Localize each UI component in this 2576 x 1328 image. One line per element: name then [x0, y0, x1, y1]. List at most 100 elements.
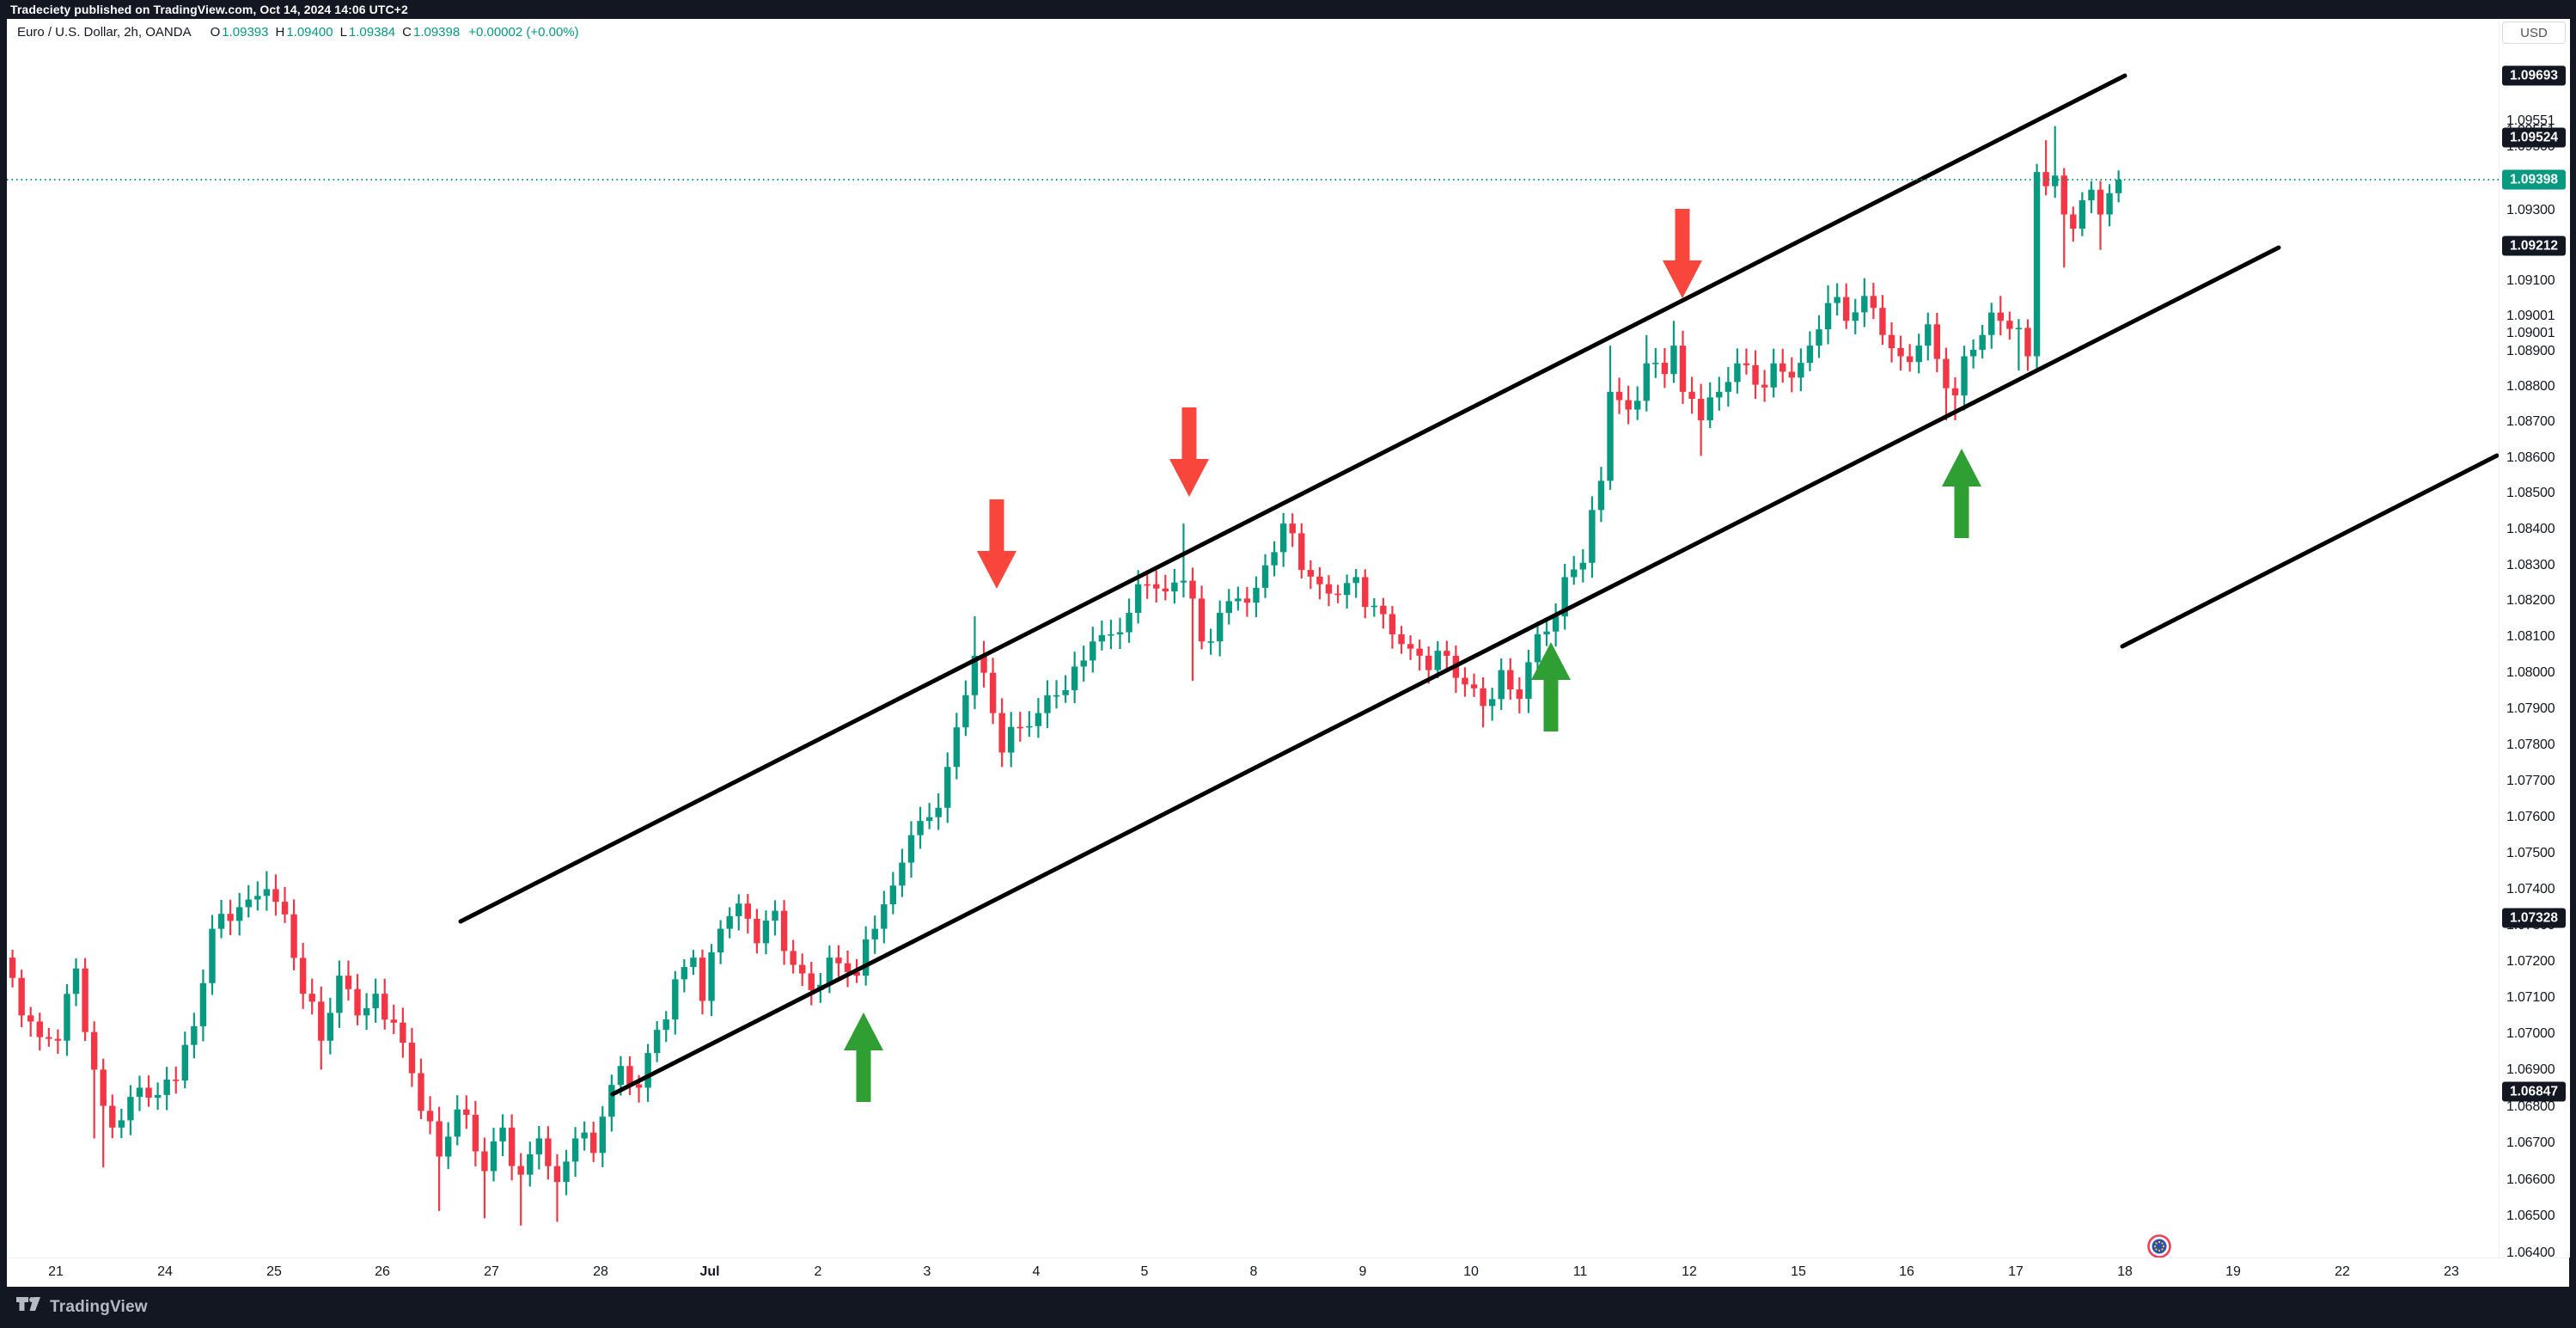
candle	[925, 817, 933, 822]
candle	[90, 1031, 98, 1070]
candle	[390, 1019, 397, 1023]
time-axis-label: 18	[2117, 1264, 2133, 1279]
candle	[862, 939, 870, 976]
price-axis-label: 1.08500	[2506, 486, 2555, 500]
current-price-badge: 1.09398	[2502, 169, 2566, 190]
candle	[1571, 569, 1578, 578]
price-axis-label: 1.07000	[2506, 1026, 2555, 1041]
candle	[1343, 583, 1351, 596]
candle	[1969, 349, 1977, 357]
candle	[1325, 584, 1333, 594]
close-value: 1.09398	[412, 24, 461, 40]
sell-arrow-icon[interactable]	[977, 499, 1016, 589]
candle	[608, 1085, 615, 1117]
price-axis-label: 1.08700	[2506, 414, 2555, 429]
chart-background	[7, 19, 2569, 1287]
candle	[408, 1043, 416, 1074]
candle	[1071, 666, 1078, 690]
candle	[1098, 634, 1106, 642]
candle	[490, 1141, 497, 1172]
candle	[980, 655, 987, 673]
candle	[173, 1080, 180, 1081]
tradingview-brand-text[interactable]: TradingView	[50, 1298, 148, 1316]
price-axis-label: 1.08800	[2506, 379, 2555, 394]
candle	[1761, 384, 1768, 388]
candle	[1770, 363, 1777, 388]
candle	[1462, 677, 1468, 685]
candle	[281, 902, 289, 915]
channel-upper[interactable]	[458, 73, 2127, 924]
symbol-title[interactable]: Euro / U.S. Dollar, 2h, OANDA	[17, 24, 192, 40]
candle	[1126, 613, 1132, 633]
candle	[481, 1151, 488, 1172]
price-axis[interactable]: 1.095511.095511.095001.093001.091001.090…	[2499, 19, 2570, 1260]
candle	[191, 1025, 198, 1045]
time-axis-label: 21	[48, 1264, 64, 1279]
time-axis[interactable]: 21 24 25 26 27 28 Jul 2 3 4 5 8 9 10 11 12 15 16 17 18 19 22 2…	[7, 1258, 2569, 1288]
price-axis-label: 1.09100	[2506, 273, 2555, 288]
time-axis-label: 25	[266, 1264, 282, 1279]
price-axis-label: 1.08300	[2506, 558, 2555, 572]
low-label: L	[339, 24, 347, 40]
price-axis-label: 1.06900	[2506, 1062, 2555, 1077]
candle	[181, 1044, 188, 1081]
buy-arrow-icon[interactable]	[1531, 642, 1571, 731]
candle	[1634, 401, 1641, 410]
candle	[1743, 363, 1750, 365]
price-axis-label: 1.06400	[2506, 1245, 2555, 1260]
price-axis-label: 1.06600	[2506, 1172, 2555, 1187]
candle	[1470, 684, 1478, 688]
candle	[1834, 297, 1840, 303]
projected-support[interactable]	[2120, 453, 2499, 649]
buy-arrow-icon[interactable]	[1942, 449, 1981, 538]
price-axis-label: 1.07600	[2506, 810, 2555, 824]
candle	[1679, 346, 1687, 392]
candle	[681, 967, 688, 980]
currency-button[interactable]: USD	[2502, 21, 2566, 44]
candle	[1225, 601, 1232, 614]
candle	[581, 1132, 588, 1139]
candle	[254, 896, 261, 900]
time-axis-label: 15	[1791, 1264, 1806, 1279]
price-axis-label: 1.07900	[2506, 701, 2555, 716]
candle	[163, 1080, 170, 1095]
candle	[118, 1120, 125, 1128]
candle	[1661, 363, 1669, 375]
candle	[1198, 598, 1206, 642]
change-value: +0.00002 (+0.00%)	[468, 24, 579, 40]
buy-arrow-icon[interactable]	[844, 1013, 883, 1102]
candle	[853, 971, 860, 976]
candle	[1734, 363, 1741, 382]
economic-event-eu-flag-icon[interactable]	[2147, 1234, 2171, 1258]
candle	[962, 695, 969, 728]
channel-lower[interactable]	[610, 245, 2281, 1097]
candle	[290, 914, 297, 958]
candle	[1134, 584, 1142, 614]
candle	[154, 1094, 162, 1099]
symbol-header[interactable]: Euro / U.S. Dollar, 2h, OANDA O 1.09393 …	[17, 22, 579, 41]
candle	[1716, 391, 1723, 398]
candle	[426, 1111, 434, 1122]
candle	[1488, 699, 1496, 707]
candle	[1597, 480, 1605, 511]
candle	[762, 921, 770, 944]
sell-arrow-icon[interactable]	[1663, 209, 1702, 298]
candle	[1180, 580, 1187, 583]
candle	[1543, 631, 1550, 634]
candle	[109, 1105, 116, 1128]
sell-arrow-icon[interactable]	[1169, 407, 1209, 497]
candle	[1016, 726, 1023, 729]
price-level-badge: 1.06847	[2502, 1081, 2566, 1102]
candle	[1607, 391, 1614, 481]
candle	[1243, 598, 1251, 603]
time-axis-label: 27	[484, 1264, 499, 1279]
candle	[1380, 605, 1387, 615]
candle	[1697, 398, 1705, 420]
candle	[635, 1084, 643, 1088]
time-axis-label: 2	[814, 1264, 822, 1279]
price-axis-label: 1.09001	[2506, 309, 2555, 323]
tradingview-logo-icon[interactable]	[15, 1296, 41, 1319]
candle	[2079, 200, 2086, 229]
candle	[907, 835, 915, 863]
